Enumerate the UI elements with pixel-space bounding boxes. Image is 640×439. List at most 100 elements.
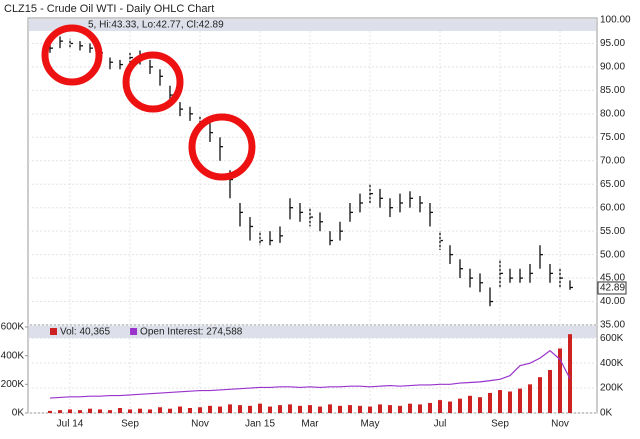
plot-layer: 100.00 95.00 90.00 85.00 80.00 75.00 70.00 65.0… — [1, 15, 631, 430]
last-price-box — [597, 281, 627, 295]
volume-bar — [388, 405, 392, 413]
volume-bar — [448, 401, 452, 413]
highlight-circle — [41, 24, 103, 86]
y2-tick-label: 0K — [600, 408, 613, 419]
x-tick-label: Jul 14 — [57, 419, 84, 430]
legend-bar — [29, 326, 596, 338]
x-tick-label: Sep — [491, 419, 509, 430]
volume-bar — [568, 334, 572, 413]
volume-bar — [398, 405, 402, 413]
volume-bar — [148, 409, 152, 413]
volume-bar — [378, 404, 382, 413]
volume-bar — [238, 405, 242, 413]
volume-bar — [168, 408, 172, 413]
volume-bar — [138, 408, 142, 413]
volume-bar — [348, 405, 352, 413]
x-tick-label: Nov — [191, 419, 209, 430]
x-tick-label: Nov — [551, 419, 569, 430]
volume-bar — [458, 398, 462, 413]
legend-label: Vol: 40,365 — [60, 327, 110, 338]
volume-bar — [208, 405, 212, 413]
volume-bar — [498, 390, 502, 413]
volume-bar — [178, 406, 182, 413]
volume-bar — [468, 395, 472, 413]
y-tick-label: 40.00 — [600, 296, 625, 307]
volume-bar — [58, 410, 62, 413]
y-tick-label: 45.00 — [600, 273, 625, 284]
volume-bar — [418, 404, 422, 413]
x-tick-label: Sep — [121, 419, 139, 430]
y-tick-label: 90.00 — [600, 62, 625, 73]
volume-bar — [308, 405, 312, 413]
volume-bar — [118, 407, 122, 413]
legend-label: Open Interest: 274,588 — [140, 327, 243, 338]
volume-bar — [358, 405, 362, 413]
volume-bar — [298, 405, 302, 413]
volume-panel — [27, 324, 598, 414]
legend-swatch — [50, 328, 57, 335]
volume-bar — [528, 384, 532, 413]
x-tick-label: May — [361, 419, 380, 430]
volume-bar — [368, 406, 372, 413]
volume-bar — [538, 377, 542, 413]
y-tick-label: 50.00 — [600, 249, 625, 260]
volume-bar — [548, 370, 552, 413]
y-tick-label: 200K — [1, 379, 25, 390]
volume-bar — [478, 397, 482, 413]
y-tick-label: 400K — [1, 350, 25, 361]
annotation-circles — [41, 24, 256, 181]
volume-bar — [428, 402, 432, 413]
volume-bar — [408, 403, 412, 413]
y-tick-label: 95.00 — [600, 38, 625, 49]
volume-bar — [88, 408, 92, 413]
chart-title: CLZ15 - Crude Oil WTI - Daily OHLC Chart — [4, 3, 214, 15]
y-tick-label: 65.00 — [600, 179, 625, 190]
volume-bar — [78, 410, 82, 413]
info-bar — [29, 19, 596, 31]
info-text: 5, Hi:43.33, Lo:42.77, Cl:42.89 — [88, 20, 224, 31]
x-tick-label: Jan 15 — [245, 419, 275, 430]
volume-bar — [488, 392, 492, 413]
y-tick-label: 600K — [1, 322, 25, 333]
volume-bar — [128, 409, 132, 413]
y-tick-label: 85.00 — [600, 85, 625, 96]
y2-tick-label: 200K — [600, 383, 624, 394]
volume-bar — [438, 400, 442, 413]
x-tick-label: Jul — [434, 419, 447, 430]
price-panel — [27, 17, 598, 326]
open-interest-line — [49, 349, 571, 399]
volume-bar — [288, 404, 292, 413]
volume-bar — [248, 405, 252, 413]
volume-bar — [318, 406, 322, 413]
volume-bar — [68, 409, 72, 413]
legend-swatch — [130, 328, 138, 335]
y-tick-label: 100.00 — [600, 15, 631, 26]
volume-bar — [98, 409, 102, 413]
y-tick-label: 35.00 — [600, 320, 625, 331]
y-tick-label: 75.00 — [600, 132, 625, 143]
y-tick-label: 55.00 — [600, 226, 625, 237]
volume-bar — [338, 405, 342, 413]
volume-bar — [268, 406, 272, 413]
highlight-circle — [188, 113, 256, 181]
volume-bar — [508, 391, 512, 413]
volume-bar — [108, 410, 112, 413]
y-tick-label: 70.00 — [600, 155, 625, 166]
volume-bar — [278, 405, 282, 413]
volume-bar — [218, 406, 222, 413]
volume-bar — [228, 404, 232, 413]
volume-bar — [258, 403, 262, 413]
x-tick-label: Mar — [301, 419, 319, 430]
y-tick-label: 80.00 — [600, 108, 625, 119]
volume-bar — [518, 388, 522, 413]
volume-bar — [558, 348, 562, 413]
last-price-label: 42.89 — [600, 283, 625, 294]
y-tick-label: 0K — [12, 408, 25, 419]
volume-bar — [48, 410, 52, 413]
volume-bar — [158, 407, 162, 413]
y-tick-label: 60.00 — [600, 202, 625, 213]
highlight-circle — [122, 51, 184, 113]
y2-tick-label: 600K — [600, 333, 624, 344]
volume-bar — [198, 407, 202, 413]
